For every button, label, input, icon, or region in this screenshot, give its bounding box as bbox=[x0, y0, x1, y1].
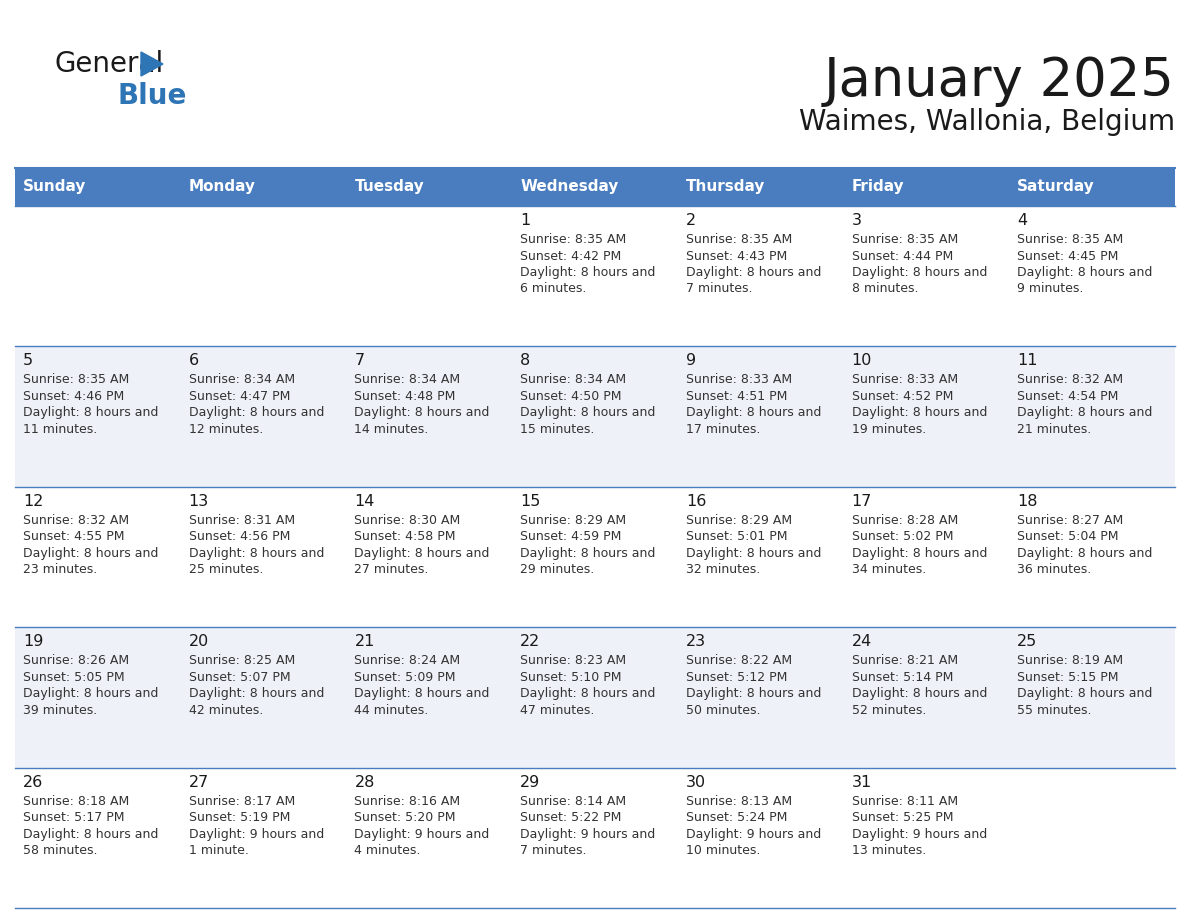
Text: Sunrise: 8:33 AM
Sunset: 4:52 PM
Daylight: 8 hours and
19 minutes.: Sunrise: 8:33 AM Sunset: 4:52 PM Dayligh… bbox=[852, 374, 987, 436]
Text: Sunrise: 8:31 AM
Sunset: 4:56 PM
Daylight: 8 hours and
25 minutes.: Sunrise: 8:31 AM Sunset: 4:56 PM Dayligh… bbox=[189, 514, 324, 577]
Text: Waimes, Wallonia, Belgium: Waimes, Wallonia, Belgium bbox=[798, 108, 1175, 136]
Text: Sunrise: 8:11 AM
Sunset: 5:25 PM
Daylight: 9 hours and
13 minutes.: Sunrise: 8:11 AM Sunset: 5:25 PM Dayligh… bbox=[852, 795, 987, 857]
Text: Sunrise: 8:17 AM
Sunset: 5:19 PM
Daylight: 9 hours and
1 minute.: Sunrise: 8:17 AM Sunset: 5:19 PM Dayligh… bbox=[189, 795, 324, 857]
Text: 31: 31 bbox=[852, 775, 872, 789]
Text: Sunday: Sunday bbox=[23, 180, 87, 195]
Text: Saturday: Saturday bbox=[1017, 180, 1095, 195]
Text: 7: 7 bbox=[354, 353, 365, 368]
Text: 2: 2 bbox=[685, 213, 696, 228]
Text: Sunrise: 8:35 AM
Sunset: 4:42 PM
Daylight: 8 hours and
6 minutes.: Sunrise: 8:35 AM Sunset: 4:42 PM Dayligh… bbox=[520, 233, 656, 296]
Text: 17: 17 bbox=[852, 494, 872, 509]
Text: Thursday: Thursday bbox=[685, 180, 765, 195]
Text: Sunrise: 8:35 AM
Sunset: 4:46 PM
Daylight: 8 hours and
11 minutes.: Sunrise: 8:35 AM Sunset: 4:46 PM Dayligh… bbox=[23, 374, 158, 436]
Text: Sunrise: 8:29 AM
Sunset: 4:59 PM
Daylight: 8 hours and
29 minutes.: Sunrise: 8:29 AM Sunset: 4:59 PM Dayligh… bbox=[520, 514, 656, 577]
Text: Sunrise: 8:27 AM
Sunset: 5:04 PM
Daylight: 8 hours and
36 minutes.: Sunrise: 8:27 AM Sunset: 5:04 PM Dayligh… bbox=[1017, 514, 1152, 577]
Text: Sunrise: 8:34 AM
Sunset: 4:50 PM
Daylight: 8 hours and
15 minutes.: Sunrise: 8:34 AM Sunset: 4:50 PM Dayligh… bbox=[520, 374, 656, 436]
Text: 4: 4 bbox=[1017, 213, 1028, 228]
Text: Sunrise: 8:19 AM
Sunset: 5:15 PM
Daylight: 8 hours and
55 minutes.: Sunrise: 8:19 AM Sunset: 5:15 PM Dayligh… bbox=[1017, 655, 1152, 717]
Bar bbox=[15, 487, 1175, 627]
Text: Sunrise: 8:29 AM
Sunset: 5:01 PM
Daylight: 8 hours and
32 minutes.: Sunrise: 8:29 AM Sunset: 5:01 PM Dayligh… bbox=[685, 514, 821, 577]
Text: 11: 11 bbox=[1017, 353, 1038, 368]
Text: 28: 28 bbox=[354, 775, 374, 789]
Bar bbox=[15, 627, 1175, 767]
Text: 15: 15 bbox=[520, 494, 541, 509]
Text: 14: 14 bbox=[354, 494, 374, 509]
Text: 24: 24 bbox=[852, 634, 872, 649]
Text: Sunrise: 8:24 AM
Sunset: 5:09 PM
Daylight: 8 hours and
44 minutes.: Sunrise: 8:24 AM Sunset: 5:09 PM Dayligh… bbox=[354, 655, 489, 717]
Text: Tuesday: Tuesday bbox=[354, 180, 424, 195]
Text: Sunrise: 8:33 AM
Sunset: 4:51 PM
Daylight: 8 hours and
17 minutes.: Sunrise: 8:33 AM Sunset: 4:51 PM Dayligh… bbox=[685, 374, 821, 436]
Text: Sunrise: 8:16 AM
Sunset: 5:20 PM
Daylight: 9 hours and
4 minutes.: Sunrise: 8:16 AM Sunset: 5:20 PM Dayligh… bbox=[354, 795, 489, 857]
Text: 8: 8 bbox=[520, 353, 530, 368]
Text: 25: 25 bbox=[1017, 634, 1037, 649]
Text: 29: 29 bbox=[520, 775, 541, 789]
Text: Sunrise: 8:30 AM
Sunset: 4:58 PM
Daylight: 8 hours and
27 minutes.: Sunrise: 8:30 AM Sunset: 4:58 PM Dayligh… bbox=[354, 514, 489, 577]
Text: 21: 21 bbox=[354, 634, 374, 649]
Text: Sunrise: 8:23 AM
Sunset: 5:10 PM
Daylight: 8 hours and
47 minutes.: Sunrise: 8:23 AM Sunset: 5:10 PM Dayligh… bbox=[520, 655, 656, 717]
Text: Wednesday: Wednesday bbox=[520, 180, 619, 195]
Text: Sunrise: 8:22 AM
Sunset: 5:12 PM
Daylight: 8 hours and
50 minutes.: Sunrise: 8:22 AM Sunset: 5:12 PM Dayligh… bbox=[685, 655, 821, 717]
Bar bbox=[15, 168, 1175, 206]
Text: Sunrise: 8:32 AM
Sunset: 4:55 PM
Daylight: 8 hours and
23 minutes.: Sunrise: 8:32 AM Sunset: 4:55 PM Dayligh… bbox=[23, 514, 158, 577]
Text: 5: 5 bbox=[23, 353, 33, 368]
Text: 18: 18 bbox=[1017, 494, 1038, 509]
Text: Sunrise: 8:13 AM
Sunset: 5:24 PM
Daylight: 9 hours and
10 minutes.: Sunrise: 8:13 AM Sunset: 5:24 PM Dayligh… bbox=[685, 795, 821, 857]
Text: 3: 3 bbox=[852, 213, 861, 228]
Text: 23: 23 bbox=[685, 634, 706, 649]
Text: Sunrise: 8:34 AM
Sunset: 4:47 PM
Daylight: 8 hours and
12 minutes.: Sunrise: 8:34 AM Sunset: 4:47 PM Dayligh… bbox=[189, 374, 324, 436]
Text: Sunrise: 8:25 AM
Sunset: 5:07 PM
Daylight: 8 hours and
42 minutes.: Sunrise: 8:25 AM Sunset: 5:07 PM Dayligh… bbox=[189, 655, 324, 717]
Text: Sunrise: 8:35 AM
Sunset: 4:45 PM
Daylight: 8 hours and
9 minutes.: Sunrise: 8:35 AM Sunset: 4:45 PM Dayligh… bbox=[1017, 233, 1152, 296]
Text: 30: 30 bbox=[685, 775, 706, 789]
Text: Friday: Friday bbox=[852, 180, 904, 195]
Text: 13: 13 bbox=[189, 494, 209, 509]
Text: 20: 20 bbox=[189, 634, 209, 649]
Text: 27: 27 bbox=[189, 775, 209, 789]
Text: Sunrise: 8:35 AM
Sunset: 4:44 PM
Daylight: 8 hours and
8 minutes.: Sunrise: 8:35 AM Sunset: 4:44 PM Dayligh… bbox=[852, 233, 987, 296]
Text: 26: 26 bbox=[23, 775, 43, 789]
Bar bbox=[15, 767, 1175, 908]
Text: 22: 22 bbox=[520, 634, 541, 649]
Text: Sunrise: 8:34 AM
Sunset: 4:48 PM
Daylight: 8 hours and
14 minutes.: Sunrise: 8:34 AM Sunset: 4:48 PM Dayligh… bbox=[354, 374, 489, 436]
Text: 6: 6 bbox=[189, 353, 198, 368]
Bar bbox=[15, 206, 1175, 346]
Polygon shape bbox=[141, 52, 163, 76]
Text: Sunrise: 8:35 AM
Sunset: 4:43 PM
Daylight: 8 hours and
7 minutes.: Sunrise: 8:35 AM Sunset: 4:43 PM Dayligh… bbox=[685, 233, 821, 296]
Bar bbox=[15, 346, 1175, 487]
Text: Sunrise: 8:21 AM
Sunset: 5:14 PM
Daylight: 8 hours and
52 minutes.: Sunrise: 8:21 AM Sunset: 5:14 PM Dayligh… bbox=[852, 655, 987, 717]
Text: 19: 19 bbox=[23, 634, 44, 649]
Text: Monday: Monday bbox=[189, 180, 255, 195]
Text: 16: 16 bbox=[685, 494, 706, 509]
Text: Sunrise: 8:32 AM
Sunset: 4:54 PM
Daylight: 8 hours and
21 minutes.: Sunrise: 8:32 AM Sunset: 4:54 PM Dayligh… bbox=[1017, 374, 1152, 436]
Text: 1: 1 bbox=[520, 213, 530, 228]
Text: 9: 9 bbox=[685, 353, 696, 368]
Text: Sunrise: 8:26 AM
Sunset: 5:05 PM
Daylight: 8 hours and
39 minutes.: Sunrise: 8:26 AM Sunset: 5:05 PM Dayligh… bbox=[23, 655, 158, 717]
Text: Sunrise: 8:28 AM
Sunset: 5:02 PM
Daylight: 8 hours and
34 minutes.: Sunrise: 8:28 AM Sunset: 5:02 PM Dayligh… bbox=[852, 514, 987, 577]
Text: 12: 12 bbox=[23, 494, 44, 509]
Text: General: General bbox=[55, 50, 164, 78]
Text: Sunrise: 8:14 AM
Sunset: 5:22 PM
Daylight: 9 hours and
7 minutes.: Sunrise: 8:14 AM Sunset: 5:22 PM Dayligh… bbox=[520, 795, 656, 857]
Text: 10: 10 bbox=[852, 353, 872, 368]
Text: Sunrise: 8:18 AM
Sunset: 5:17 PM
Daylight: 8 hours and
58 minutes.: Sunrise: 8:18 AM Sunset: 5:17 PM Dayligh… bbox=[23, 795, 158, 857]
Text: Blue: Blue bbox=[116, 82, 187, 110]
Text: January 2025: January 2025 bbox=[824, 55, 1175, 107]
